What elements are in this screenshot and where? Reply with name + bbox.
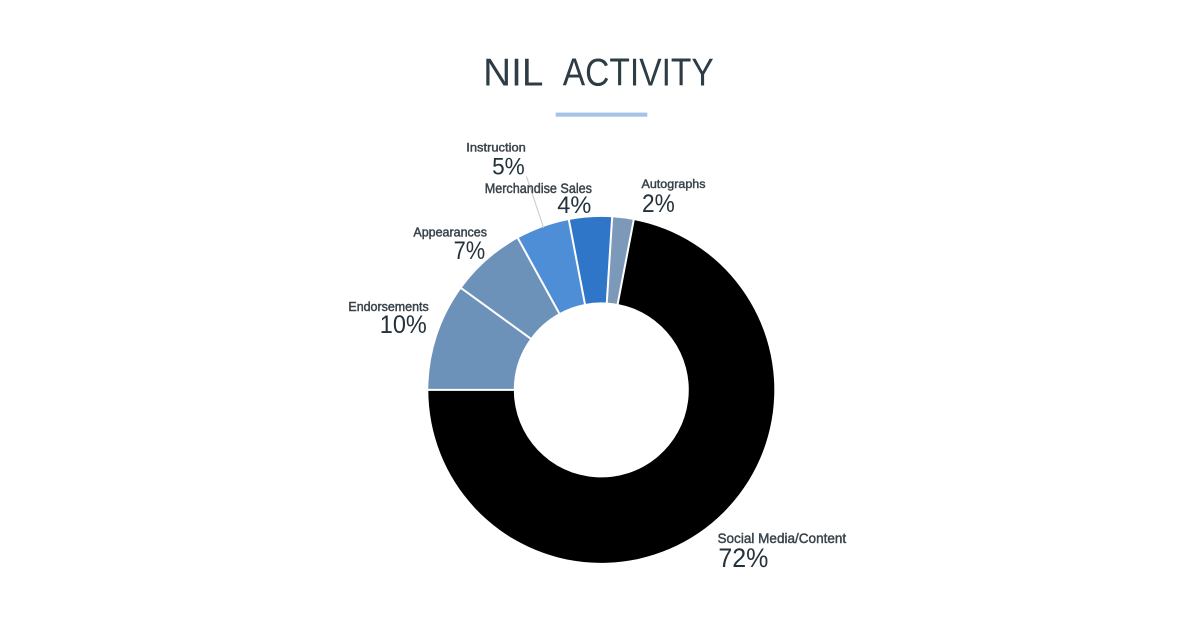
svg-text:72%: 72% [718,543,768,573]
svg-text:5%: 5% [492,154,525,181]
svg-text:Endorsements: Endorsements [348,300,428,314]
svg-text:10%: 10% [380,311,427,339]
svg-text:Appearances: Appearances [413,225,487,239]
svg-text:Autographs: Autographs [642,177,706,191]
svg-text:2%: 2% [642,190,675,218]
svg-text:Merchandise Sales: Merchandise Sales [485,181,592,196]
svg-text:Social Media/Content: Social Media/Content [718,530,847,546]
svg-text:NIL: NIL [483,52,543,95]
svg-text:4%: 4% [557,192,591,219]
svg-text:Instruction: Instruction [466,140,526,154]
svg-text:7%: 7% [454,237,486,265]
svg-text:ACTIVITY: ACTIVITY [563,52,714,95]
